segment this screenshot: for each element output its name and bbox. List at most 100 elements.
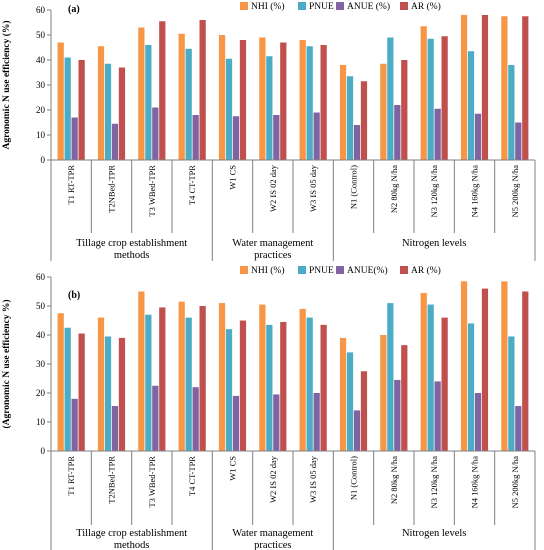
- x-tick-label: N3 120kg N/ha: [429, 165, 439, 218]
- x-tick-label: W3 IS 05 day: [308, 455, 318, 503]
- bar-anue: [111, 406, 119, 451]
- bar-ar: [159, 307, 166, 451]
- bar-pnue: [346, 352, 354, 451]
- bar-pnue: [266, 324, 273, 451]
- legend-label: AR (%): [411, 265, 441, 276]
- y-tick-label: 40: [36, 330, 46, 340]
- y-tick-label: 0: [41, 446, 46, 456]
- y-tick-label: 10: [36, 417, 46, 427]
- bar-nhi: [218, 35, 226, 160]
- bar-ar: [78, 333, 85, 451]
- bar-nhi: [97, 46, 105, 160]
- bar-ar: [401, 60, 408, 160]
- legend-label: ANUE (%): [347, 1, 390, 12]
- bar-pnue: [145, 45, 152, 160]
- x-tick-label: N4 160kg N/ha: [470, 456, 480, 509]
- bar-ar: [118, 67, 126, 160]
- bar-anue: [152, 107, 159, 160]
- bar-ar: [441, 317, 448, 451]
- bar-anue: [434, 381, 441, 451]
- bar-pnue: [225, 58, 233, 160]
- bar-anue: [515, 122, 522, 160]
- y-tick-label: 50: [36, 301, 46, 311]
- bar-pnue: [306, 317, 313, 451]
- bar-pnue: [145, 314, 152, 451]
- y-tick-label: 50: [36, 30, 46, 40]
- x-tick-label: W2 IS 02 day: [268, 164, 278, 212]
- x-tick-label: T2NBed-TPR: [107, 165, 117, 213]
- bar-ar: [522, 291, 529, 451]
- bar-nhi: [339, 65, 347, 160]
- group-label: methods: [114, 250, 150, 261]
- bar-nhi: [460, 281, 468, 451]
- x-tick-label: N1 (Control): [349, 165, 359, 209]
- y-axis-title: Agronomic N use efficiency (%): [1, 20, 12, 149]
- bar-pnue: [266, 56, 273, 160]
- x-tick-label: W2 IS 02 day: [268, 455, 278, 503]
- group-label: practices: [254, 250, 291, 261]
- bar-pnue: [104, 336, 112, 451]
- x-tick-label: W1 CS: [228, 456, 238, 481]
- bar-anue: [111, 123, 119, 160]
- x-tick-label: T2NBed-TPR: [107, 456, 117, 504]
- bar-ar: [199, 306, 206, 451]
- panel-label: (a): [68, 4, 80, 15]
- bar-anue: [71, 398, 78, 451]
- bar-nhi: [97, 317, 105, 451]
- group-label: methods: [114, 540, 150, 550]
- bar-ar: [159, 21, 166, 160]
- y-axis-title: (Agronomic N use efficiency %): [1, 299, 12, 428]
- x-tick-label: W3 IS 05 day: [308, 164, 318, 212]
- bar-anue: [71, 117, 78, 160]
- legend-label: NHI (%): [251, 1, 285, 12]
- bar-anue: [192, 115, 199, 160]
- bar-anue: [273, 115, 280, 160]
- x-tick-label: N2 80kg N/ha: [389, 456, 399, 504]
- legend-label: PNUE: [309, 2, 334, 12]
- bar-pnue: [387, 303, 394, 451]
- bar-nhi: [57, 42, 64, 160]
- bar-pnue: [225, 329, 233, 451]
- bar-pnue: [508, 336, 515, 451]
- bar-nhi: [259, 37, 266, 160]
- bar-ar: [360, 371, 368, 451]
- y-tick-label: 30: [36, 80, 46, 90]
- bar-anue: [474, 393, 482, 451]
- bar-nhi: [218, 303, 226, 451]
- chart-panel-1: 0 10 20 30 40 50 60 Agronomic N use efficiency …: [1, 1, 536, 261]
- bar-pnue: [185, 317, 192, 451]
- x-tick-label: N3 120kg N/ha: [429, 456, 439, 509]
- bar-pnue: [64, 57, 71, 160]
- x-tick-label: T3 WBed-TPR: [147, 456, 157, 508]
- bar-pnue: [427, 304, 434, 451]
- x-tick-label: N2 80kg N/ha: [389, 165, 399, 213]
- bar-anue: [394, 105, 401, 160]
- bar-nhi: [138, 291, 145, 451]
- group-label: Water management: [232, 528, 313, 539]
- bar-nhi: [178, 33, 185, 160]
- group-label: Water management: [232, 238, 313, 249]
- bar-anue: [353, 125, 361, 160]
- bar-nhi: [501, 281, 508, 451]
- legend-label: ANUE(%): [347, 265, 388, 276]
- bar-nhi: [380, 335, 387, 451]
- x-tick-label: N5 200kg N/ha: [510, 165, 520, 218]
- bar-ar: [481, 288, 489, 451]
- y-tick-label: 10: [36, 130, 46, 140]
- panel-label: (b): [68, 290, 80, 301]
- bar-pnue: [346, 76, 354, 160]
- bar-ar: [78, 60, 85, 160]
- x-tick-label: T3 WBed-TPR: [147, 165, 157, 217]
- bar-nhi: [339, 337, 347, 451]
- bar-anue: [152, 385, 159, 451]
- x-tick-label: W1 CS: [228, 165, 238, 190]
- x-tick-label: N5 200kg N/ha: [510, 456, 520, 509]
- x-tick-label: T4 CT-TPR: [187, 456, 197, 496]
- bar-pnue: [427, 38, 434, 160]
- legend-swatch: [240, 2, 248, 10]
- bar-pnue: [306, 46, 313, 160]
- group-label: Nitrogen levels: [402, 528, 466, 539]
- bar-anue: [273, 394, 280, 451]
- x-tick-label: T4 CT-TPR: [187, 165, 197, 205]
- group-label: Tillage crop establishment: [76, 238, 187, 249]
